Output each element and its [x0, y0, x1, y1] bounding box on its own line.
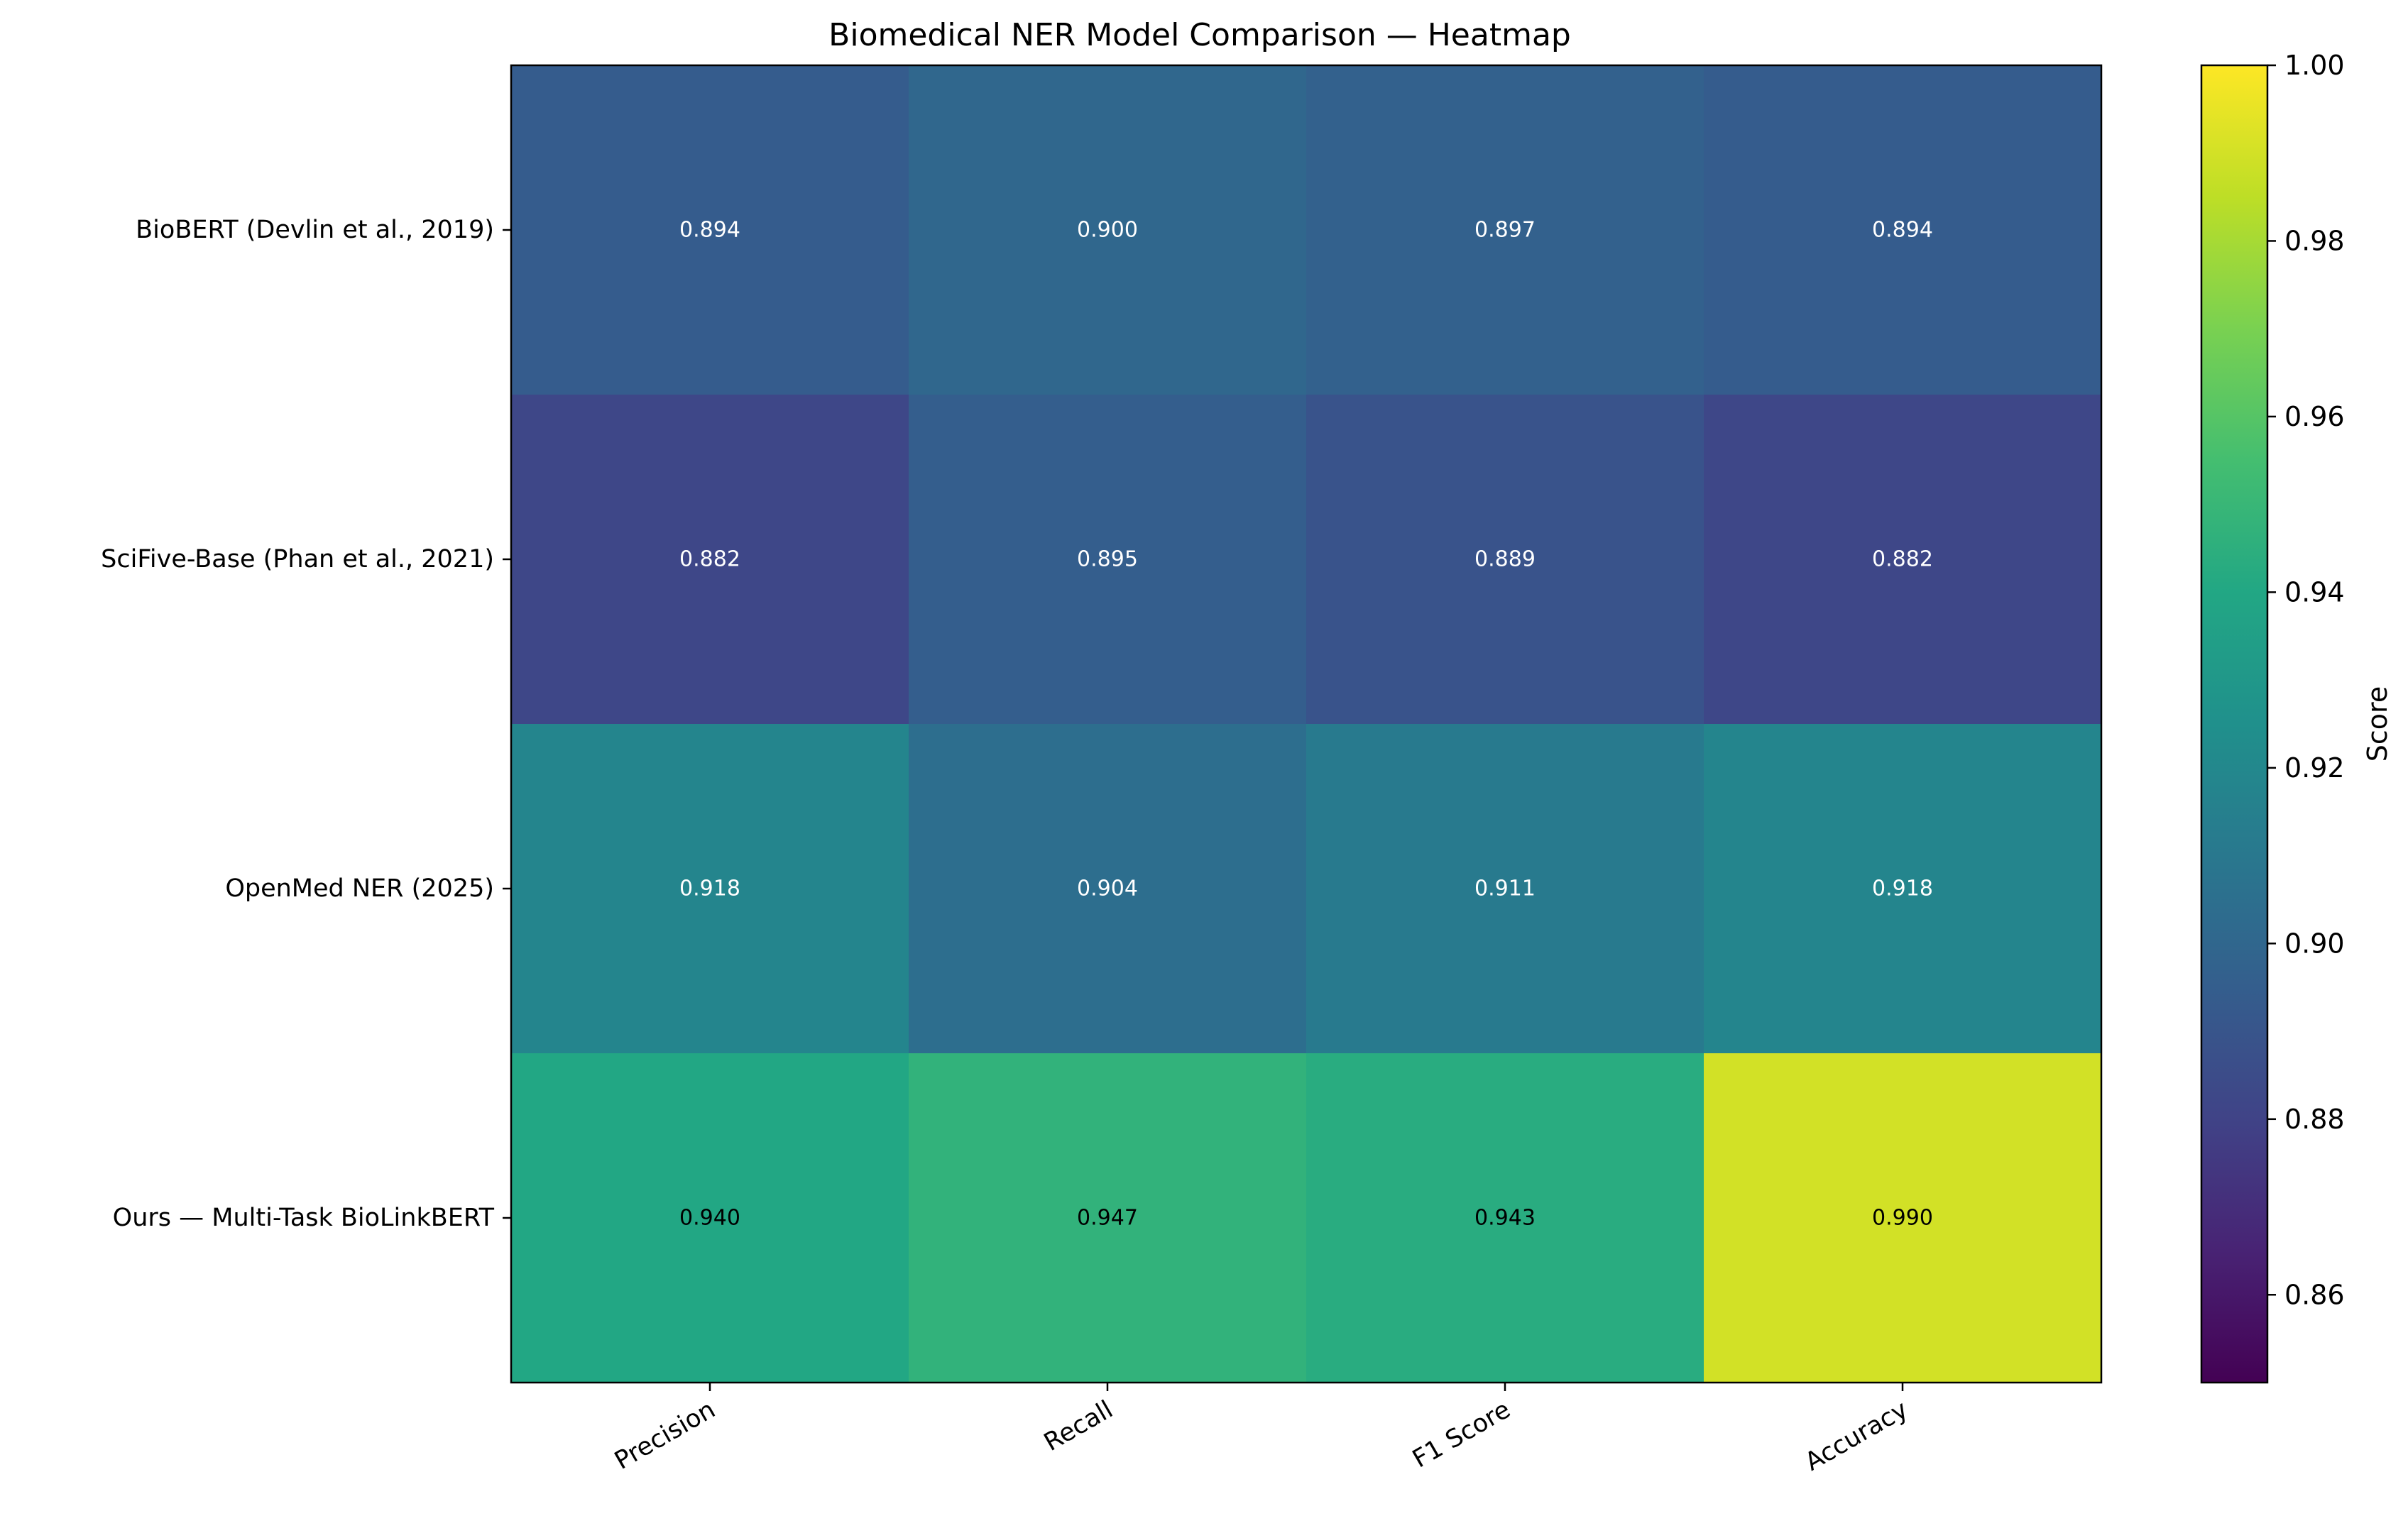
heatmap-cell-label: 0.895 — [1077, 547, 1138, 572]
heatmap-cell-label: 0.904 — [1077, 877, 1138, 901]
colorbar-ticks: 0.86 0.88 0.90 0.92 0.94 0.96 0.98 1.00 — [2267, 50, 2345, 1310]
colorbar-frame — [2200, 64, 2269, 1384]
heatmap-cell-label: 0.918 — [1872, 877, 1933, 901]
y-tick-label: Ours — Multi-Task BioLinkBERT — [113, 1204, 495, 1232]
colorbar-label: Score — [2362, 686, 2393, 762]
heatmap-cell — [1704, 395, 2102, 725]
heatmap-cell-label: 0.918 — [679, 877, 740, 901]
y-axis-ticks: BioBERT (Devlin et al., 2019) SciFive-Bas… — [101, 216, 511, 1232]
heatmap-cell — [1704, 1053, 2102, 1383]
heatmap-cell — [1306, 724, 1704, 1054]
heatmap-cells — [511, 65, 2102, 1383]
heatmap-cell — [511, 395, 909, 725]
heatmap-cell — [1306, 395, 1704, 725]
colorbar-tick-label: 0.90 — [2284, 928, 2345, 959]
heatmap-cell — [511, 724, 909, 1054]
heatmap-cell-label: 0.900 — [1077, 218, 1138, 243]
plot-frame — [510, 64, 2103, 1384]
colorbar-tick-label: 0.98 — [2284, 225, 2345, 256]
heatmap-cell-label: 0.894 — [679, 218, 740, 243]
y-tick-label: OpenMed NER (2025) — [225, 874, 494, 903]
heatmap-cell — [1306, 65, 1704, 395]
chart-title: Biomedical NER Model Comparison — Heatma… — [828, 17, 1571, 53]
heatmap-cell-label: 0.911 — [1474, 877, 1536, 901]
colorbar-tick-label: 1.00 — [2284, 50, 2345, 81]
heatmap-cell — [511, 1053, 909, 1383]
heatmap-cell-label: 0.990 — [1872, 1206, 1933, 1231]
heatmap-cell — [1306, 1053, 1704, 1383]
heatmap-cell-label: 0.940 — [679, 1206, 740, 1231]
y-tick-label: BioBERT (Devlin et al., 2019) — [136, 216, 494, 244]
heatmap-cell — [909, 395, 1307, 725]
colorbar-tick-label: 0.96 — [2284, 401, 2345, 432]
heatmap-cell — [909, 1053, 1307, 1383]
colorbar-tick-label: 0.88 — [2284, 1104, 2345, 1135]
colorbar-tick-label: 0.94 — [2284, 576, 2345, 608]
heatmap-cell — [511, 65, 909, 395]
heatmap-cell — [909, 724, 1307, 1054]
heatmap-cell-label: 0.897 — [1474, 218, 1536, 243]
heatmap-cell-label: 0.889 — [1474, 547, 1536, 572]
heatmap-cell-label: 0.947 — [1077, 1206, 1138, 1231]
heatmap-cell — [909, 65, 1307, 395]
heatmap-cell — [1704, 65, 2102, 395]
colorbar-tick-label: 0.86 — [2284, 1279, 2345, 1310]
colorbar-gradient — [2201, 65, 2267, 1383]
y-tick-label: SciFive-Base (Phan et al., 2021) — [101, 545, 494, 573]
heatmap-cell-label: 0.882 — [679, 547, 740, 572]
colorbar-tick-label: 0.92 — [2284, 752, 2345, 784]
heatmap-cell-label: 0.943 — [1474, 1206, 1536, 1231]
colorbar: 0.86 0.88 0.90 0.92 0.94 0.96 0.98 1.00 Score — [2200, 50, 2393, 1384]
heatmap-cell-label: 0.894 — [1872, 218, 1933, 243]
heatmap-cell-label: 0.882 — [1872, 547, 1933, 572]
heatmap-cell-labels: 0.894 0.900 0.897 0.894 0.882 0.895 0.889 0.882… — [679, 218, 1933, 1231]
heatmap-cell — [1704, 724, 2102, 1054]
